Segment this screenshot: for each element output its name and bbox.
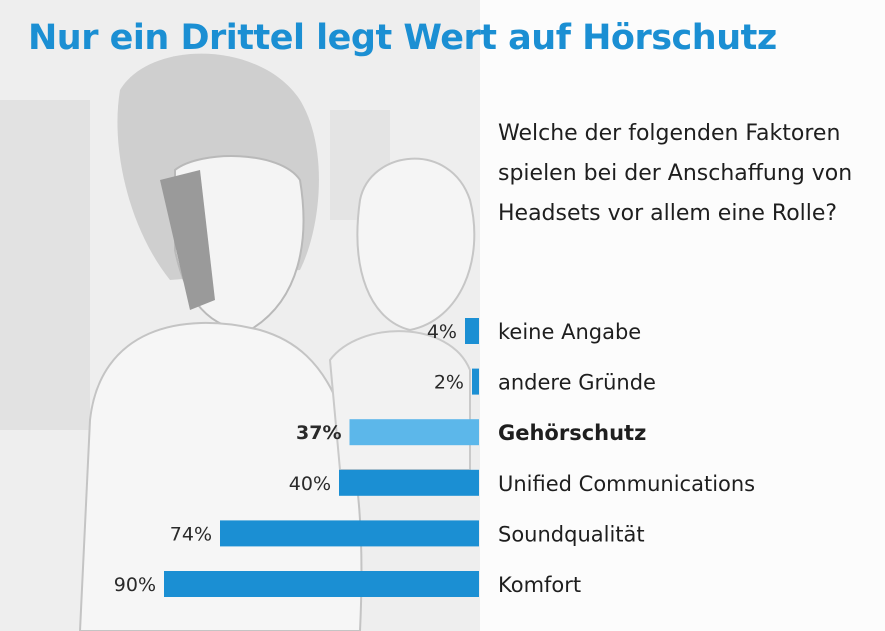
category-label-unified-communications: Unified Communications <box>498 472 755 496</box>
value-label-soundqualität: 74% <box>170 523 212 545</box>
right-panel <box>480 0 885 631</box>
bar-komfort <box>164 571 479 597</box>
category-label-gehörschutz: Gehörschutz <box>498 421 646 445</box>
category-label-komfort: Komfort <box>498 573 581 597</box>
bar-unified-communications <box>339 469 479 496</box>
value-label-keine-angabe: 4% <box>427 321 457 343</box>
category-label-andere-gründe: andere Gründe <box>498 371 656 395</box>
bar-keine-angabe <box>465 318 479 344</box>
category-label-keine-angabe: keine Angabe <box>498 320 641 344</box>
chart-title: Nur ein Drittel legt Wert auf Hörschutz <box>28 18 777 58</box>
bar-gehörschutz <box>349 419 479 446</box>
value-label-komfort: 90% <box>114 574 156 596</box>
bar-andere-gründe <box>472 368 479 395</box>
value-label-gehörschutz: 37% <box>296 422 341 444</box>
category-label-soundqualität: Soundqualität <box>498 522 645 546</box>
value-label-andere-gründe: 2% <box>434 372 464 394</box>
value-label-unified-communications: 40% <box>289 473 331 495</box>
bar-soundqualität <box>220 520 479 547</box>
survey-question: Welche der folgenden Faktoren spielen be… <box>498 121 853 226</box>
